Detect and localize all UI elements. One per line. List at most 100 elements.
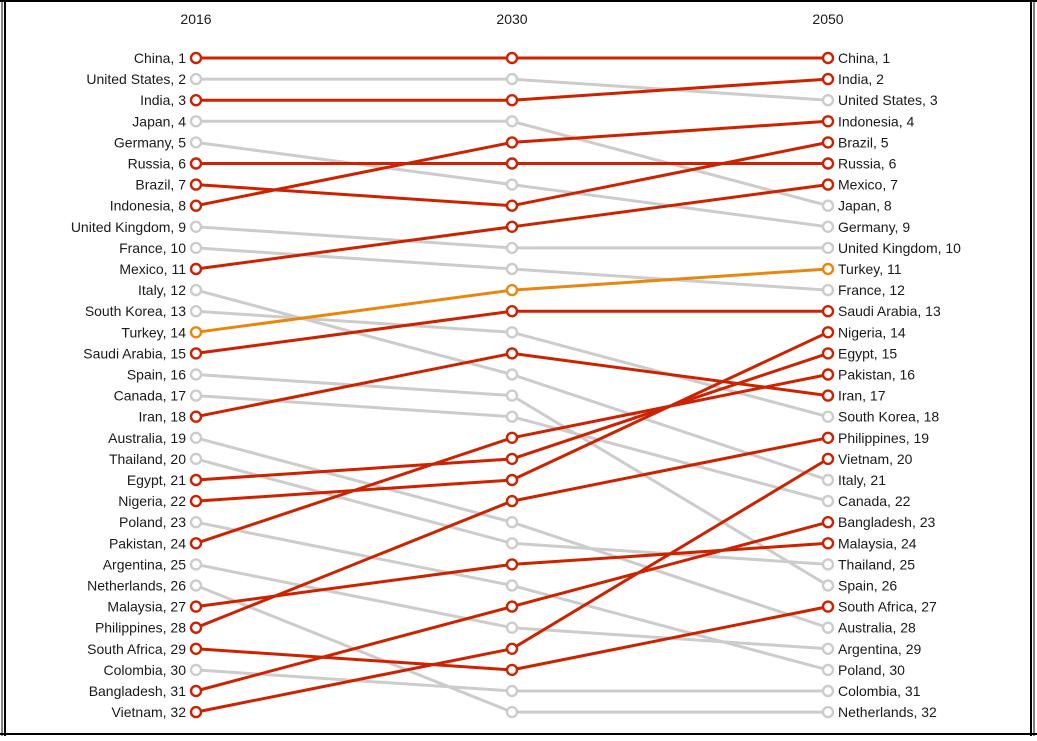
- label-2016-colombia: Colombia, 30: [104, 662, 187, 678]
- point-united-states-2050: [821, 93, 835, 107]
- point-pakistan-2030: [505, 431, 519, 444]
- point-australia-2050: [821, 621, 835, 634]
- label-2016-south-africa: South Africa, 29: [87, 641, 186, 657]
- label-2050-united-kingdom: United Kingdom, 10: [838, 240, 961, 256]
- label-2050-united-states: United States, 3: [838, 92, 938, 108]
- point-united-kingdom-2016: [189, 220, 203, 234]
- point-argentina-2050: [821, 642, 835, 655]
- label-2050-malaysia: Malaysia, 24: [838, 535, 917, 551]
- point-germany-2016: [189, 136, 203, 149]
- label-2050-south-africa: South Africa, 27: [838, 599, 937, 615]
- point-japan-2030: [505, 115, 519, 128]
- label-2050-canada: Canada, 22: [838, 493, 911, 509]
- point-brazil-2050: [821, 136, 835, 149]
- label-2016-pakistan: Pakistan, 24: [109, 535, 186, 551]
- point-netherlands-2016: [189, 579, 203, 592]
- series-line-philippines: [195, 436, 829, 630]
- label-2016-turkey: Turkey, 14: [121, 324, 186, 340]
- point-india-2016: [189, 93, 203, 107]
- point-spain-2030: [505, 389, 519, 402]
- label-2050-australia: Australia, 28: [838, 620, 916, 636]
- point-china-2030: [505, 51, 519, 65]
- point-poland-2050: [821, 663, 835, 677]
- label-2016-united-states: United States, 2: [86, 71, 186, 87]
- point-thailand-2030: [505, 537, 519, 550]
- label-2016-poland: Poland, 23: [119, 514, 186, 530]
- label-2050-china: China, 1: [838, 50, 890, 66]
- label-2050-mexico: Mexico, 7: [838, 177, 898, 193]
- point-south-africa-2016: [189, 642, 203, 655]
- point-china-2050: [821, 51, 835, 65]
- point-mexico-2050: [821, 178, 835, 191]
- series-line-south-africa: [195, 605, 829, 672]
- point-united-kingdom-2030: [505, 241, 519, 255]
- point-vietnam-2030: [505, 642, 519, 655]
- label-2050-turkey: Turkey, 11: [838, 261, 902, 277]
- point-france-2016: [189, 241, 203, 255]
- label-2050-germany: Germany, 9: [838, 219, 910, 235]
- point-russia-2050: [821, 157, 835, 170]
- point-turkey-2050: [821, 262, 835, 276]
- point-nigeria-2030: [505, 473, 519, 487]
- label-2016-malaysia: Malaysia, 27: [107, 599, 186, 615]
- label-2016-netherlands: Netherlands, 26: [87, 578, 186, 594]
- label-2016-china: China, 1: [134, 50, 186, 66]
- point-spain-2050: [821, 579, 835, 592]
- label-2016-united-kingdom: United Kingdom, 9: [71, 219, 186, 235]
- point-poland-2030: [505, 579, 519, 592]
- point-philippines-2030: [505, 494, 519, 508]
- point-germany-2050: [821, 220, 835, 234]
- point-italy-2050: [821, 473, 835, 487]
- label-2050-saudi-arabia: Saudi Arabia, 13: [838, 303, 941, 319]
- point-australia-2030: [505, 516, 519, 529]
- label-2016-russia: Russia, 6: [128, 156, 187, 172]
- point-united-kingdom-2050: [821, 241, 835, 255]
- label-2050-netherlands: Netherlands, 32: [838, 704, 937, 720]
- label-2050-vietnam: Vietnam, 20: [838, 451, 913, 467]
- point-colombia-2016: [189, 663, 203, 677]
- rank-labels: China, 1 China, 1 United States, 2 United S…: [71, 50, 961, 720]
- point-vietnam-2016: [189, 705, 203, 719]
- label-2050-south-korea: South Korea, 18: [838, 409, 939, 425]
- point-south-africa-2030: [505, 663, 519, 677]
- point-vietnam-2050: [821, 452, 835, 466]
- point-pakistan-2050: [821, 368, 835, 381]
- label-2050-iran: Iran, 17: [838, 388, 886, 404]
- point-malaysia-2016: [189, 600, 203, 613]
- point-india-2050: [821, 72, 835, 86]
- point-egypt-2030: [505, 452, 519, 466]
- point-brazil-2030: [505, 199, 519, 212]
- label-2050-philippines: Philippines, 19: [838, 430, 929, 446]
- point-indonesia-2030: [505, 136, 519, 149]
- year-headers: 2016 2030 2050: [180, 11, 843, 27]
- point-poland-2016: [189, 516, 203, 529]
- year-header-2030: 2030: [496, 11, 527, 27]
- point-philippines-2016: [189, 621, 203, 634]
- point-indonesia-2050: [821, 115, 835, 128]
- rank-points: [189, 51, 835, 719]
- point-saudi-arabia-2030: [505, 305, 519, 318]
- point-japan-2050: [821, 199, 835, 212]
- point-china-2016: [189, 51, 203, 65]
- point-spain-2016: [189, 368, 203, 381]
- point-south-korea-2030: [505, 326, 519, 339]
- label-2016-indonesia: Indonesia, 8: [110, 198, 186, 214]
- point-thailand-2050: [821, 558, 835, 571]
- label-2050-france: France, 12: [838, 282, 905, 298]
- point-malaysia-2050: [821, 537, 835, 550]
- point-egypt-2050: [821, 347, 835, 360]
- point-italy-2016: [189, 283, 203, 297]
- point-australia-2016: [189, 431, 203, 444]
- label-2016-iran: Iran, 18: [139, 409, 187, 425]
- label-2050-colombia: Colombia, 31: [838, 683, 921, 699]
- point-argentina-2030: [505, 621, 519, 634]
- point-thailand-2016: [189, 452, 203, 466]
- year-header-2016: 2016: [180, 11, 211, 27]
- label-2050-indonesia: Indonesia, 4: [838, 113, 914, 129]
- label-2050-italy: Italy, 21: [838, 472, 886, 488]
- point-canada-2050: [821, 494, 835, 508]
- point-south-korea-2050: [821, 410, 835, 423]
- series-line-turkey: [195, 267, 829, 334]
